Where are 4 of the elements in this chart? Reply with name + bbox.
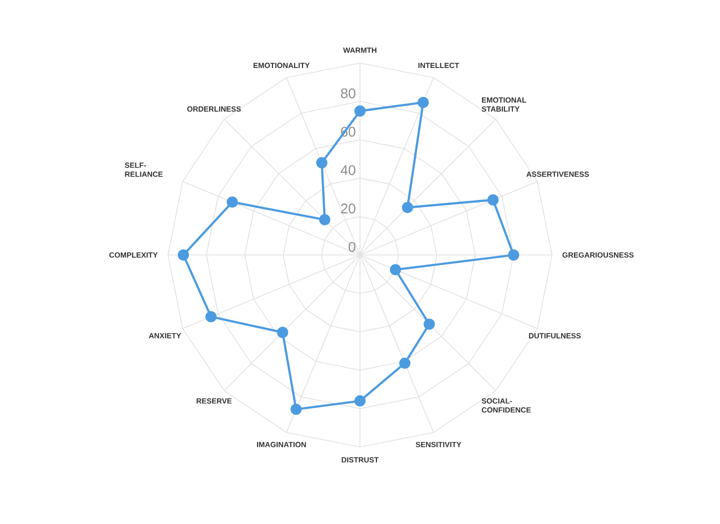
y-tick-label: 40 [340, 165, 356, 176]
y-tick-label: 0 [348, 242, 356, 252]
y-tick-label: 80 [340, 88, 356, 98]
y-tick-label: 20 [341, 204, 356, 214]
